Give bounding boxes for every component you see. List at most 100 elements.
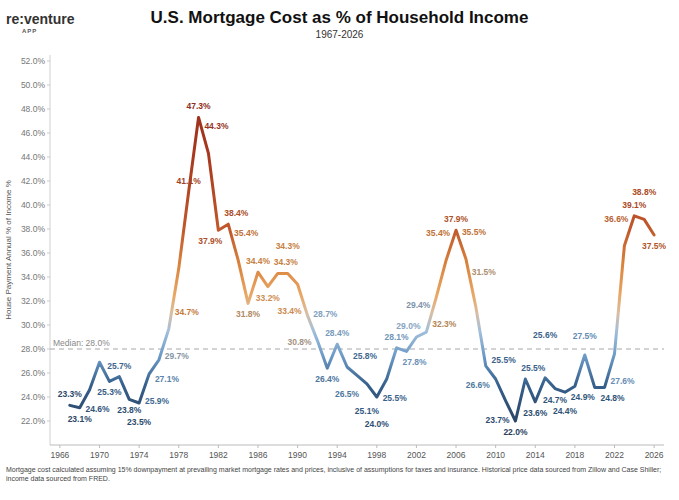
data-label: 33.4%: [278, 306, 303, 316]
data-label: 27.1%: [155, 374, 180, 384]
data-label: 30.8%: [287, 337, 312, 347]
y-tick-label: 36.0%: [21, 248, 46, 258]
data-label: 24.4%: [553, 406, 578, 416]
data-label: 25.5%: [492, 355, 517, 365]
x-tick-label: 2010: [486, 450, 505, 460]
data-label: 34.3%: [274, 257, 299, 267]
y-axis-line: [50, 55, 51, 445]
x-tick: [297, 445, 298, 448]
logo-sub: APP: [22, 28, 37, 34]
x-tick: [99, 445, 100, 448]
data-label: 23.1%: [68, 414, 93, 424]
y-tick: [47, 133, 50, 134]
data-label: 38.4%: [224, 208, 249, 218]
data-label: 28.1%: [385, 332, 410, 342]
y-tick-label: 50.0%: [21, 80, 46, 90]
y-tick-label: 28.0%: [21, 344, 46, 354]
data-label: 34.7%: [175, 307, 200, 317]
x-tick-label: 2006: [447, 450, 466, 460]
data-label: 34.4%: [246, 256, 271, 266]
data-label: 23.7%: [485, 415, 510, 425]
y-tick: [47, 61, 50, 62]
y-tick: [47, 373, 50, 374]
data-label: 25.1%: [355, 406, 380, 416]
y-tick: [47, 325, 50, 326]
data-labels: 23.3%23.1%24.6%25.3%25.7%23.8%23.5%25.9%…: [58, 101, 667, 437]
y-tick: [47, 421, 50, 422]
y-tick: [47, 229, 50, 230]
x-tick: [337, 445, 338, 448]
data-label: 32.3%: [432, 319, 457, 329]
x-tick: [456, 445, 457, 448]
y-tick-label: 42.0%: [21, 176, 46, 186]
x-tick-label: 1986: [249, 450, 268, 460]
chart: re:ventureAPPU.S. Mortgage Cost as % of …: [0, 0, 679, 500]
x-tick: [218, 445, 219, 448]
line: [70, 117, 654, 421]
y-axis-title: House Payment Annual % of Income %: [4, 180, 13, 320]
x-tick-label: 1990: [288, 450, 307, 460]
x-tick-label: 1970: [90, 450, 109, 460]
data-label: 25.8%: [353, 351, 378, 361]
x-tick-label: 2018: [565, 450, 584, 460]
data-label: 33.2%: [256, 293, 281, 303]
x-tick-label: 2014: [526, 450, 545, 460]
y-tick-label: 26.0%: [21, 368, 46, 378]
data-label: 47.3%: [186, 101, 211, 111]
y-tick-label: 32.0%: [21, 296, 46, 306]
x-tick-label: 1998: [367, 450, 386, 460]
data-label: 31.8%: [236, 309, 261, 319]
data-label: 27.8%: [402, 357, 427, 367]
y-tick-label: 38.0%: [21, 224, 46, 234]
data-label: 34.3%: [276, 241, 301, 251]
data-label: 25.5%: [383, 393, 408, 403]
data-label: 23.6%: [523, 408, 548, 418]
data-label: 24.0%: [365, 419, 390, 429]
x-tick: [59, 445, 60, 448]
y-tick-label: 22.0%: [21, 416, 46, 426]
x-tick: [416, 445, 417, 448]
data-label: 29.0%: [396, 321, 421, 331]
median-label: Median: 28.0%: [53, 338, 110, 348]
data-label: 35.5%: [462, 227, 487, 237]
data-label: 25.3%: [97, 387, 122, 397]
x-tick: [257, 445, 258, 448]
data-label: 35.4%: [426, 228, 451, 238]
data-label: 29.4%: [406, 300, 431, 310]
data-label: 39.1%: [622, 200, 647, 210]
y-tick: [47, 109, 50, 110]
footnote-line: income data sourced from FRED.: [6, 475, 110, 482]
y-tick: [47, 349, 50, 350]
data-label: 24.7%: [543, 395, 568, 405]
x-tick: [376, 445, 377, 448]
y-tick-label: 46.0%: [21, 128, 46, 138]
data-label: 37.5%: [642, 241, 667, 251]
data-label: 35.4%: [234, 228, 259, 238]
data-label: 41.1%: [177, 176, 202, 186]
data-label: 27.6%: [610, 376, 635, 386]
data-label: 38.8%: [632, 187, 657, 197]
data-label: 24.8%: [601, 393, 626, 403]
data-label: 36.6%: [604, 214, 629, 224]
footnote-line: Mortgage cost calculated assuming 15% do…: [6, 466, 661, 474]
y-tick: [47, 277, 50, 278]
y-tick: [47, 157, 50, 158]
data-label: 22.0%: [503, 427, 528, 437]
y-tick: [47, 85, 50, 86]
data-label: 23.3%: [58, 389, 83, 399]
x-tick-label: 1994: [328, 450, 347, 460]
data-label: 25.5%: [521, 363, 546, 373]
x-tick: [614, 445, 615, 448]
x-tick-label: 2002: [407, 450, 426, 460]
x-tick: [495, 445, 496, 448]
data-label: 28.4%: [325, 328, 350, 338]
footnote: Mortgage cost calculated assuming 15% do…: [6, 466, 661, 482]
data-label: 37.9%: [444, 214, 469, 224]
y-tick: [47, 253, 50, 254]
data-label: 44.3%: [204, 121, 229, 131]
plot-area: [70, 117, 654, 421]
data-label: 37.9%: [198, 236, 223, 246]
title: U.S. Mortgage Cost as % of Household Inc…: [151, 8, 529, 27]
y-tick-label: 48.0%: [21, 104, 46, 114]
y-tick-label: 30.0%: [21, 320, 46, 330]
